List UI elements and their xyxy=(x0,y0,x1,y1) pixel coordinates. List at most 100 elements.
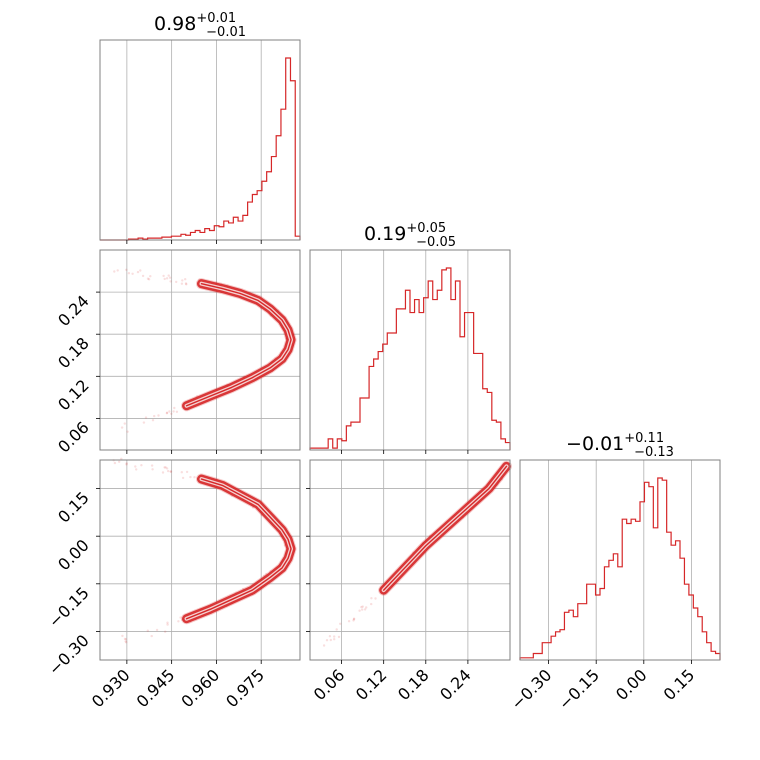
scatter-point-1-0 xyxy=(139,269,142,272)
scatter-point-1-0 xyxy=(131,272,134,275)
scatter-point-1-0 xyxy=(184,282,188,285)
scatter-point-1-0 xyxy=(168,276,172,279)
panel-frame-2-0 xyxy=(99,459,301,661)
tick-label-y-param-2-0: −0.30 xyxy=(45,631,93,679)
tick-label-x-param-1-2: 0.18 xyxy=(394,665,433,704)
scatter-point-1-0 xyxy=(185,283,188,286)
scatter-point-1-0 xyxy=(165,277,169,280)
scatter-point-2-1 xyxy=(333,638,336,641)
scatter-point-2-0 xyxy=(146,629,149,632)
scatter-point-2-0 xyxy=(150,464,154,467)
title-param-0-plus: +0.01 xyxy=(196,11,236,26)
scatter-point-2-1 xyxy=(358,609,361,612)
scatter-point-2-1 xyxy=(325,639,329,642)
tick-label-y-param-1-2: 0.18 xyxy=(54,334,93,373)
scatter-point-1-0 xyxy=(165,411,169,414)
scatter-point-2-0 xyxy=(134,465,137,468)
scatter-point-1-0 xyxy=(175,280,178,284)
scatter-point-1-0 xyxy=(125,268,128,271)
tick-label-x-param-2-2: 0.00 xyxy=(612,665,651,704)
contour-line-1-0 xyxy=(185,282,292,407)
contour-line-2-1 xyxy=(382,465,508,591)
scatter-point-2-1 xyxy=(322,644,326,647)
scatter-point-2-1 xyxy=(352,619,355,622)
scatter-point-2-0 xyxy=(161,471,165,474)
title-param-2-plus: +0.11 xyxy=(624,431,664,446)
scatter-point-2-0 xyxy=(165,467,169,470)
data-layer xyxy=(100,57,721,660)
tick-label-x-param-1-0: 0.06 xyxy=(310,665,349,704)
tick-label-x-param-1-1: 0.12 xyxy=(352,665,391,704)
scatter-point-2-0 xyxy=(113,461,117,465)
scatter-point-1-0 xyxy=(127,272,131,275)
scatter-point-2-0 xyxy=(164,630,167,633)
scatter-point-2-0 xyxy=(140,464,143,467)
scatter-point-2-0 xyxy=(124,638,128,641)
tick-label-x-param-0-1: 0.945 xyxy=(133,665,179,711)
scatter-point-2-1 xyxy=(370,602,373,606)
scatter-point-2-1 xyxy=(352,617,356,620)
scatter-point-1-0 xyxy=(184,278,187,281)
scatter-point-2-0 xyxy=(169,470,172,473)
panel-frame-1-1 xyxy=(309,249,511,451)
scatter-point-2-0 xyxy=(118,460,121,463)
title-param-0-minus: −0.01 xyxy=(206,25,246,40)
scatter-point-1-0 xyxy=(146,277,150,280)
contour-line-2-0 xyxy=(185,478,292,620)
scatter-point-2-0 xyxy=(180,471,183,474)
scatter-point-1-0 xyxy=(149,275,152,278)
scatter-point-1-0 xyxy=(136,270,140,274)
scatter-point-1-0 xyxy=(167,274,170,277)
scatter-point-2-0 xyxy=(166,621,169,624)
scatter-point-2-1 xyxy=(339,622,342,625)
contour-outer-1-0 xyxy=(182,279,296,411)
scatter-point-1-0 xyxy=(151,419,155,422)
panel-frame-2-2 xyxy=(519,459,721,661)
scatter-point-2-0 xyxy=(167,469,170,473)
title-param-1-minus: −0.05 xyxy=(416,235,456,250)
title-param-2: −0.01+0.11 −0.13 xyxy=(566,431,674,460)
scatter-point-2-1 xyxy=(361,608,364,611)
scatter-point-1-0 xyxy=(142,421,146,424)
scatter-point-1-0 xyxy=(116,269,119,272)
scatter-point-2-0 xyxy=(125,463,128,466)
scatter-point-2-0 xyxy=(155,628,159,632)
scatter-point-2-0 xyxy=(124,640,127,643)
scatter-point-2-1 xyxy=(333,635,336,638)
tick-label-x-param-0-3: 0.975 xyxy=(222,665,268,711)
scatter-point-1-0 xyxy=(172,410,175,413)
panel-frame-1-0 xyxy=(99,249,301,451)
scatter-point-2-0 xyxy=(123,637,127,641)
tick-label-x-param-2-0: −0.30 xyxy=(507,665,555,713)
tick-label-x-param-1-3: 0.24 xyxy=(436,665,475,704)
scatter-point-2-0 xyxy=(151,468,154,471)
scatter-point-2-0 xyxy=(177,620,180,623)
scatter-point-2-0 xyxy=(181,476,185,480)
tick-label-y-param-1-3: 0.24 xyxy=(54,291,93,330)
tick-label-y-param-1-0: 0.06 xyxy=(54,418,93,457)
tick-label-y-param-2-2: 0.00 xyxy=(54,536,93,575)
tick-label-y-param-2-3: 0.15 xyxy=(54,488,93,527)
scatter-point-1-0 xyxy=(141,274,145,278)
scatter-point-1-0 xyxy=(120,426,124,429)
scatter-point-2-0 xyxy=(135,468,138,471)
scatter-point-1-0 xyxy=(169,280,172,283)
title-param-1-plus: +0.05 xyxy=(406,221,446,236)
scatter-point-1-0 xyxy=(173,406,176,410)
scatter-point-1-0 xyxy=(113,270,116,273)
scatter-point-1-0 xyxy=(147,278,151,281)
scatter-point-1-0 xyxy=(168,410,171,413)
scatter-point-2-1 xyxy=(347,620,351,623)
scatter-point-2-0 xyxy=(121,634,124,638)
scatter-point-2-0 xyxy=(125,641,128,644)
scatter-point-2-0 xyxy=(125,462,128,465)
title-param-2-value: −0.01 xyxy=(566,433,624,455)
scatter-point-1-0 xyxy=(162,274,165,278)
scatter-point-2-1 xyxy=(337,635,341,639)
scatter-point-2-0 xyxy=(185,470,189,474)
scatter-point-1-0 xyxy=(175,410,179,413)
panel-frame-0-0 xyxy=(99,39,301,241)
scatter-point-1-0 xyxy=(181,279,184,282)
scatter-point-2-0 xyxy=(179,616,182,619)
tick-label-x-param-0-0: 0.930 xyxy=(88,665,134,711)
